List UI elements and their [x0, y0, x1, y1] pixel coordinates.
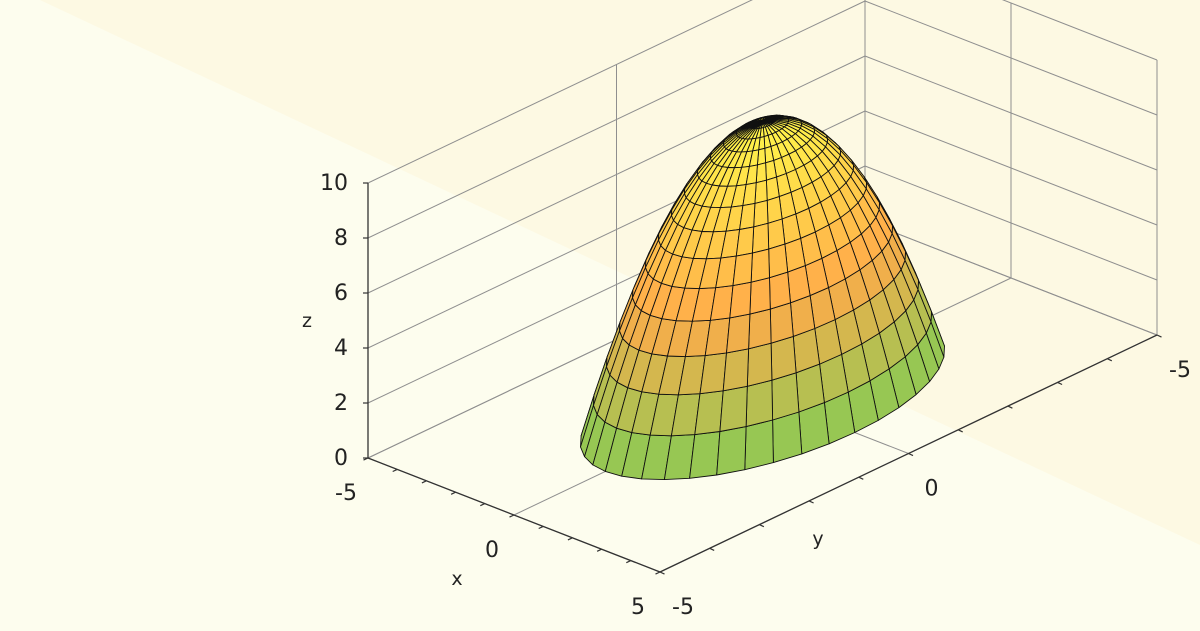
y-tick-mark — [858, 476, 864, 480]
y-tick-mark — [709, 547, 715, 551]
x-tick-mark — [538, 525, 544, 530]
surface-patch — [746, 342, 773, 387]
surface-patch — [732, 252, 753, 287]
y-tick-mark — [759, 524, 765, 528]
surface-patch — [689, 431, 721, 479]
x-tick-label: -5 — [335, 481, 357, 506]
x-tick-mark — [626, 560, 632, 564]
z-axis-title: z — [302, 310, 312, 332]
axes: -5 0 5 -5 0 -5 0 2 4 6 8 10 — [320, 171, 1191, 620]
surface-patch — [769, 302, 794, 344]
y-tick-mark — [1057, 381, 1063, 386]
surface-patch — [722, 348, 750, 392]
x-tick-mark — [596, 548, 602, 552]
x-tick-label: 5 — [631, 595, 645, 620]
y-tick-mark — [1107, 358, 1113, 362]
surface-patch — [768, 243, 789, 279]
y-tick-mark — [1156, 334, 1162, 338]
surface-patch — [748, 308, 772, 350]
x-tick-mark — [450, 491, 456, 495]
y-axis-title: y — [812, 528, 823, 550]
x-tick-mark — [392, 468, 398, 473]
y-tick-label: 0 — [925, 477, 939, 502]
y-tick-mark — [808, 500, 814, 504]
surface-patch — [719, 385, 748, 432]
surface-patch — [769, 271, 791, 310]
surface-patch — [772, 411, 803, 464]
y-tick-label: -5 — [1169, 358, 1191, 383]
z-tick-label: 8 — [334, 226, 348, 251]
y-tick-mark — [908, 452, 914, 457]
surface-patch — [771, 372, 800, 421]
y-tick-mark — [659, 571, 665, 575]
x-tick-label: 0 — [485, 538, 499, 563]
surface-patch — [729, 281, 752, 319]
x-axis-title: x — [451, 568, 462, 590]
z-tick-label: 4 — [334, 336, 348, 361]
x-tick-mark — [421, 480, 427, 484]
grid-line-floor-y — [864, 220, 1158, 336]
surface-patch — [750, 248, 770, 283]
surface-patch — [753, 199, 769, 228]
x-tick-mark — [480, 503, 486, 507]
y-tick-mark — [957, 429, 963, 433]
surface-patch — [726, 313, 751, 354]
surface-patch — [745, 379, 774, 428]
surface-patch — [744, 419, 774, 471]
surface-patch — [716, 426, 747, 476]
y-tick-label: -5 — [672, 595, 694, 620]
surface-patch — [751, 222, 770, 254]
x-tick-mark — [509, 514, 515, 518]
x-tick-mark — [567, 537, 573, 541]
paraboloid-surface — [580, 114, 945, 481]
z-tick-label: 0 — [334, 446, 348, 471]
surface-patch — [770, 335, 797, 381]
z-tick-label: 2 — [334, 391, 348, 416]
x-tick-mark — [655, 571, 661, 575]
background-band — [40, 0, 1200, 545]
z-tick-label: 6 — [334, 281, 348, 306]
z-tick-label: 10 — [320, 171, 348, 196]
surface-patch — [754, 179, 768, 204]
y-tick-mark — [1007, 405, 1013, 409]
surface-patch — [749, 277, 771, 315]
